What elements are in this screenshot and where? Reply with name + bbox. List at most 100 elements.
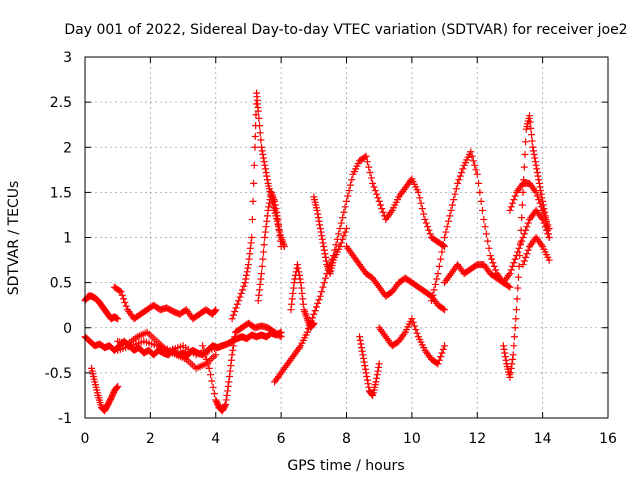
data-point	[519, 261, 527, 269]
data-point	[375, 197, 383, 205]
data-point	[469, 157, 477, 165]
data-point	[309, 320, 317, 328]
data-point	[271, 197, 279, 205]
data-point	[435, 356, 443, 364]
data-point	[509, 355, 517, 363]
data-point	[528, 137, 536, 145]
y-tick-label: -0.5	[45, 366, 72, 382]
data-point	[535, 176, 543, 184]
plot-frame	[84, 56, 609, 419]
data-point	[320, 246, 328, 254]
data-point	[441, 234, 449, 241]
data-point	[337, 219, 345, 227]
data-point	[320, 279, 328, 287]
data-point	[506, 270, 514, 278]
data-point	[261, 234, 269, 241]
data-point	[273, 212, 281, 220]
data-point	[240, 282, 248, 290]
data-point	[361, 153, 369, 161]
data-point	[251, 132, 259, 140]
x-tick-label: 4	[211, 431, 220, 447]
data-point	[467, 148, 475, 156]
y-tick-label: 3	[63, 50, 72, 66]
data-point	[370, 183, 378, 191]
data-point	[340, 232, 348, 240]
x-axis-ticks: 0 2 4 6 8 10 12 14 16	[81, 57, 617, 447]
data-point	[212, 306, 220, 314]
y-tick-label: 2	[63, 140, 72, 156]
data-point	[337, 239, 345, 247]
data-point	[473, 170, 481, 178]
data-point	[468, 152, 476, 160]
data-point	[533, 192, 541, 200]
data-point	[287, 306, 295, 314]
data-point	[433, 275, 441, 283]
data-point	[374, 194, 382, 202]
data-point	[420, 210, 428, 218]
series-track-4	[110, 283, 220, 323]
data-point	[507, 369, 515, 377]
series-track-7	[199, 319, 285, 415]
data-point	[256, 280, 264, 288]
data-point	[251, 143, 259, 151]
data-point	[258, 270, 266, 278]
grid-lines	[85, 57, 608, 418]
data-point	[454, 179, 462, 187]
data-point	[203, 355, 211, 363]
data-point	[316, 221, 324, 229]
data-point	[373, 190, 381, 198]
data-point	[536, 183, 544, 191]
data-point	[459, 165, 467, 173]
data-point	[260, 241, 268, 249]
data-point	[276, 232, 284, 240]
data-point	[290, 279, 298, 287]
data-point	[509, 199, 517, 207]
data-point	[225, 372, 233, 380]
data-point	[527, 124, 535, 132]
data-point	[231, 308, 239, 316]
data-point	[362, 152, 370, 160]
data-point	[340, 208, 348, 216]
data-point	[515, 244, 523, 252]
data-point	[288, 300, 296, 308]
x-axis-label: GPS time / hours	[287, 458, 404, 474]
data-point	[228, 315, 236, 323]
data-point	[271, 201, 279, 209]
data-point	[299, 300, 307, 308]
data-point	[223, 391, 231, 399]
data-point	[492, 266, 500, 274]
data-point	[246, 244, 254, 252]
data-point	[414, 188, 422, 196]
data-point	[446, 212, 454, 220]
data-point	[256, 286, 264, 294]
data-point	[231, 333, 239, 341]
data-point	[374, 367, 382, 375]
data-point	[543, 217, 551, 225]
data-point	[528, 131, 536, 139]
data-point	[522, 138, 530, 146]
data-point	[375, 360, 383, 368]
data-point	[516, 239, 524, 247]
data-point	[295, 268, 303, 276]
data-point	[299, 295, 307, 303]
data-point	[254, 297, 262, 305]
data-point	[314, 214, 322, 222]
data-point	[241, 279, 249, 287]
data-point	[229, 311, 237, 319]
data-point	[482, 230, 490, 238]
data-point	[471, 161, 479, 169]
data-point	[246, 250, 254, 258]
data-point	[252, 111, 260, 119]
data-point	[290, 284, 298, 292]
data-point	[313, 206, 321, 214]
data-point	[310, 310, 318, 318]
data-point	[293, 261, 301, 269]
data-point	[532, 188, 540, 196]
data-point	[511, 324, 519, 332]
data-point	[218, 342, 226, 350]
y-tick-label: 0	[63, 321, 72, 337]
data-point	[260, 158, 268, 166]
data-point	[363, 372, 371, 380]
data-point	[341, 203, 349, 211]
